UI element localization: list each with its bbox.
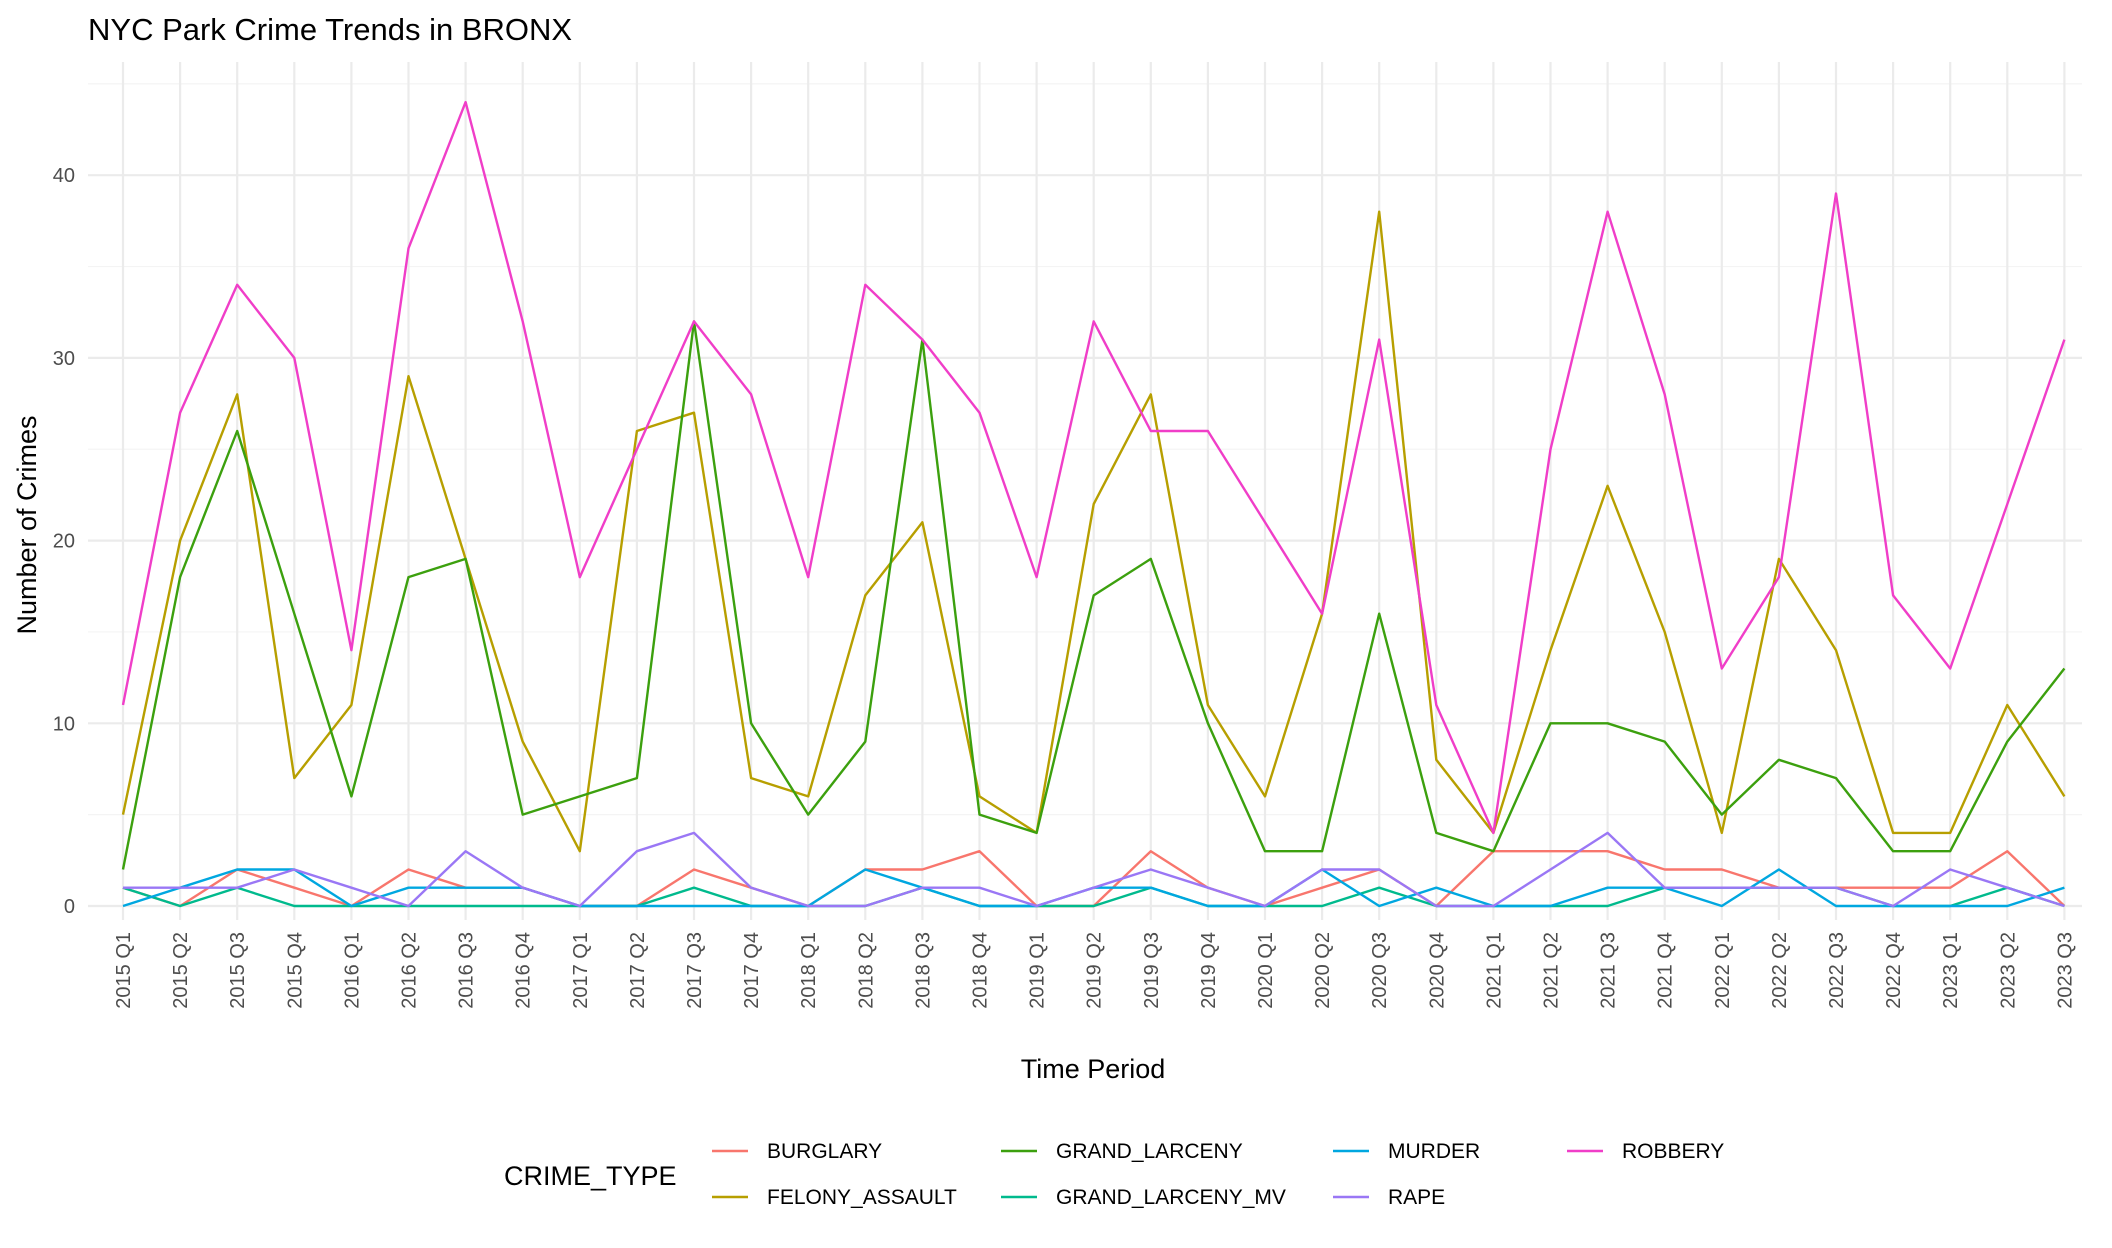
x-tick-label: 2019 Q1 — [1027, 932, 1049, 1009]
x-tick-label: 2018 Q2 — [855, 932, 877, 1009]
y-tick-label: 30 — [53, 348, 75, 370]
x-tick-label: 2022 Q1 — [1712, 932, 1734, 1009]
x-tick-label: 2015 Q2 — [170, 932, 192, 1009]
x-tick-label: 2017 Q1 — [570, 932, 592, 1009]
x-tick-label: 2022 Q2 — [1769, 932, 1791, 1009]
x-axis-title: Time Period — [1021, 1054, 1166, 1084]
legend-label: ROBBERY — [1622, 1140, 1724, 1163]
x-tick-label: 2015 Q3 — [227, 932, 249, 1009]
legend-item-burglary: BURGLARY — [712, 1140, 882, 1163]
legend: CRIME_TYPE BURGLARY FELONY_ASSAULT GRAND_L… — [504, 1140, 1724, 1209]
x-tick-label: 2022 Q3 — [1826, 932, 1848, 1009]
series-line-robbery — [121, 100, 2066, 835]
series-line-grand-larceny — [121, 320, 2066, 870]
series-line-felony-assault — [121, 210, 2066, 853]
y-tick-label: 40 — [53, 165, 75, 187]
x-tick-label: 2017 Q2 — [627, 932, 649, 1009]
grid — [88, 62, 2082, 920]
legend-label: FELONY_ASSAULT — [767, 1186, 957, 1209]
x-tick-label: 2018 Q1 — [798, 932, 820, 1009]
chart-title: NYC Park Crime Trends in BRONX — [88, 12, 572, 47]
x-tick-label: 2021 Q2 — [1541, 932, 1563, 1009]
x-tick-label: 2018 Q3 — [912, 932, 934, 1009]
x-tick-label: 2019 Q2 — [1084, 932, 1106, 1009]
x-tick-label: 2016 Q2 — [399, 932, 421, 1009]
y-tick-label: 0 — [64, 896, 75, 918]
legend-label: RAPE — [1388, 1186, 1445, 1209]
x-tick-label: 2017 Q4 — [741, 932, 763, 1009]
legend-items: BURGLARY FELONY_ASSAULT GRAND_LARCENY GRAND… — [712, 1140, 1724, 1209]
y-tick-label: 10 — [53, 713, 75, 735]
legend-title: CRIME_TYPE — [504, 1161, 677, 1191]
x-tick-label: 2015 Q1 — [113, 932, 135, 1009]
x-tick-label: 2020 Q4 — [1426, 932, 1448, 1009]
y-axis-title: Number of Crimes — [12, 415, 42, 634]
series-lines — [121, 100, 2066, 908]
x-tick-label: 2021 Q3 — [1598, 932, 1620, 1009]
legend-item-robbery: ROBBERY — [1567, 1140, 1724, 1163]
legend-label: GRAND_LARCENY — [1056, 1140, 1243, 1163]
x-tick-label: 2023 Q3 — [2054, 932, 2076, 1009]
legend-label: GRAND_LARCENY_MV — [1056, 1186, 1286, 1209]
x-tick-label: 2021 Q4 — [1655, 932, 1677, 1009]
series-line-rape — [123, 831, 2065, 908]
x-tick-label: 2015 Q4 — [284, 932, 306, 1009]
x-tick-label: 2020 Q3 — [1369, 932, 1391, 1009]
x-tick-label: 2016 Q4 — [513, 932, 535, 1009]
y-tick-labels: 0 10 20 30 40 — [53, 165, 75, 918]
x-tick-label: 2020 Q2 — [1312, 932, 1334, 1009]
x-tick-label: 2020 Q1 — [1255, 932, 1277, 1009]
x-tick-label: 2019 Q3 — [1141, 932, 1163, 1009]
x-tick-label: 2022 Q4 — [1883, 932, 1905, 1009]
x-tick-label: 2019 Q4 — [1198, 932, 1220, 1009]
x-tick-label: 2023 Q1 — [1940, 932, 1962, 1009]
x-tick-label: 2016 Q1 — [341, 932, 363, 1009]
x-tick-label: 2016 Q3 — [456, 932, 478, 1009]
legend-label: BURGLARY — [767, 1140, 882, 1163]
x-tick-label: 2017 Q3 — [684, 932, 706, 1009]
x-tick-label: 2023 Q2 — [1997, 932, 2019, 1009]
legend-label: MURDER — [1388, 1140, 1480, 1163]
x-tick-label: 2021 Q1 — [1483, 932, 1505, 1009]
legend-item-grand-larceny: GRAND_LARCENY — [1001, 1140, 1243, 1163]
legend-item-rape: RAPE — [1333, 1186, 1445, 1209]
y-tick-label: 20 — [53, 531, 75, 553]
legend-item-murder: MURDER — [1333, 1140, 1480, 1163]
x-tick-labels: 2015 Q1 2015 Q2 2015 Q3 2015 Q4 2016 Q1 2016 … — [113, 932, 2076, 1009]
legend-item-grand-larceny-mv: GRAND_LARCENY_MV — [1001, 1186, 1286, 1209]
legend-item-felony-assault: FELONY_ASSAULT — [712, 1186, 957, 1209]
x-tick-label: 2018 Q4 — [970, 932, 992, 1009]
